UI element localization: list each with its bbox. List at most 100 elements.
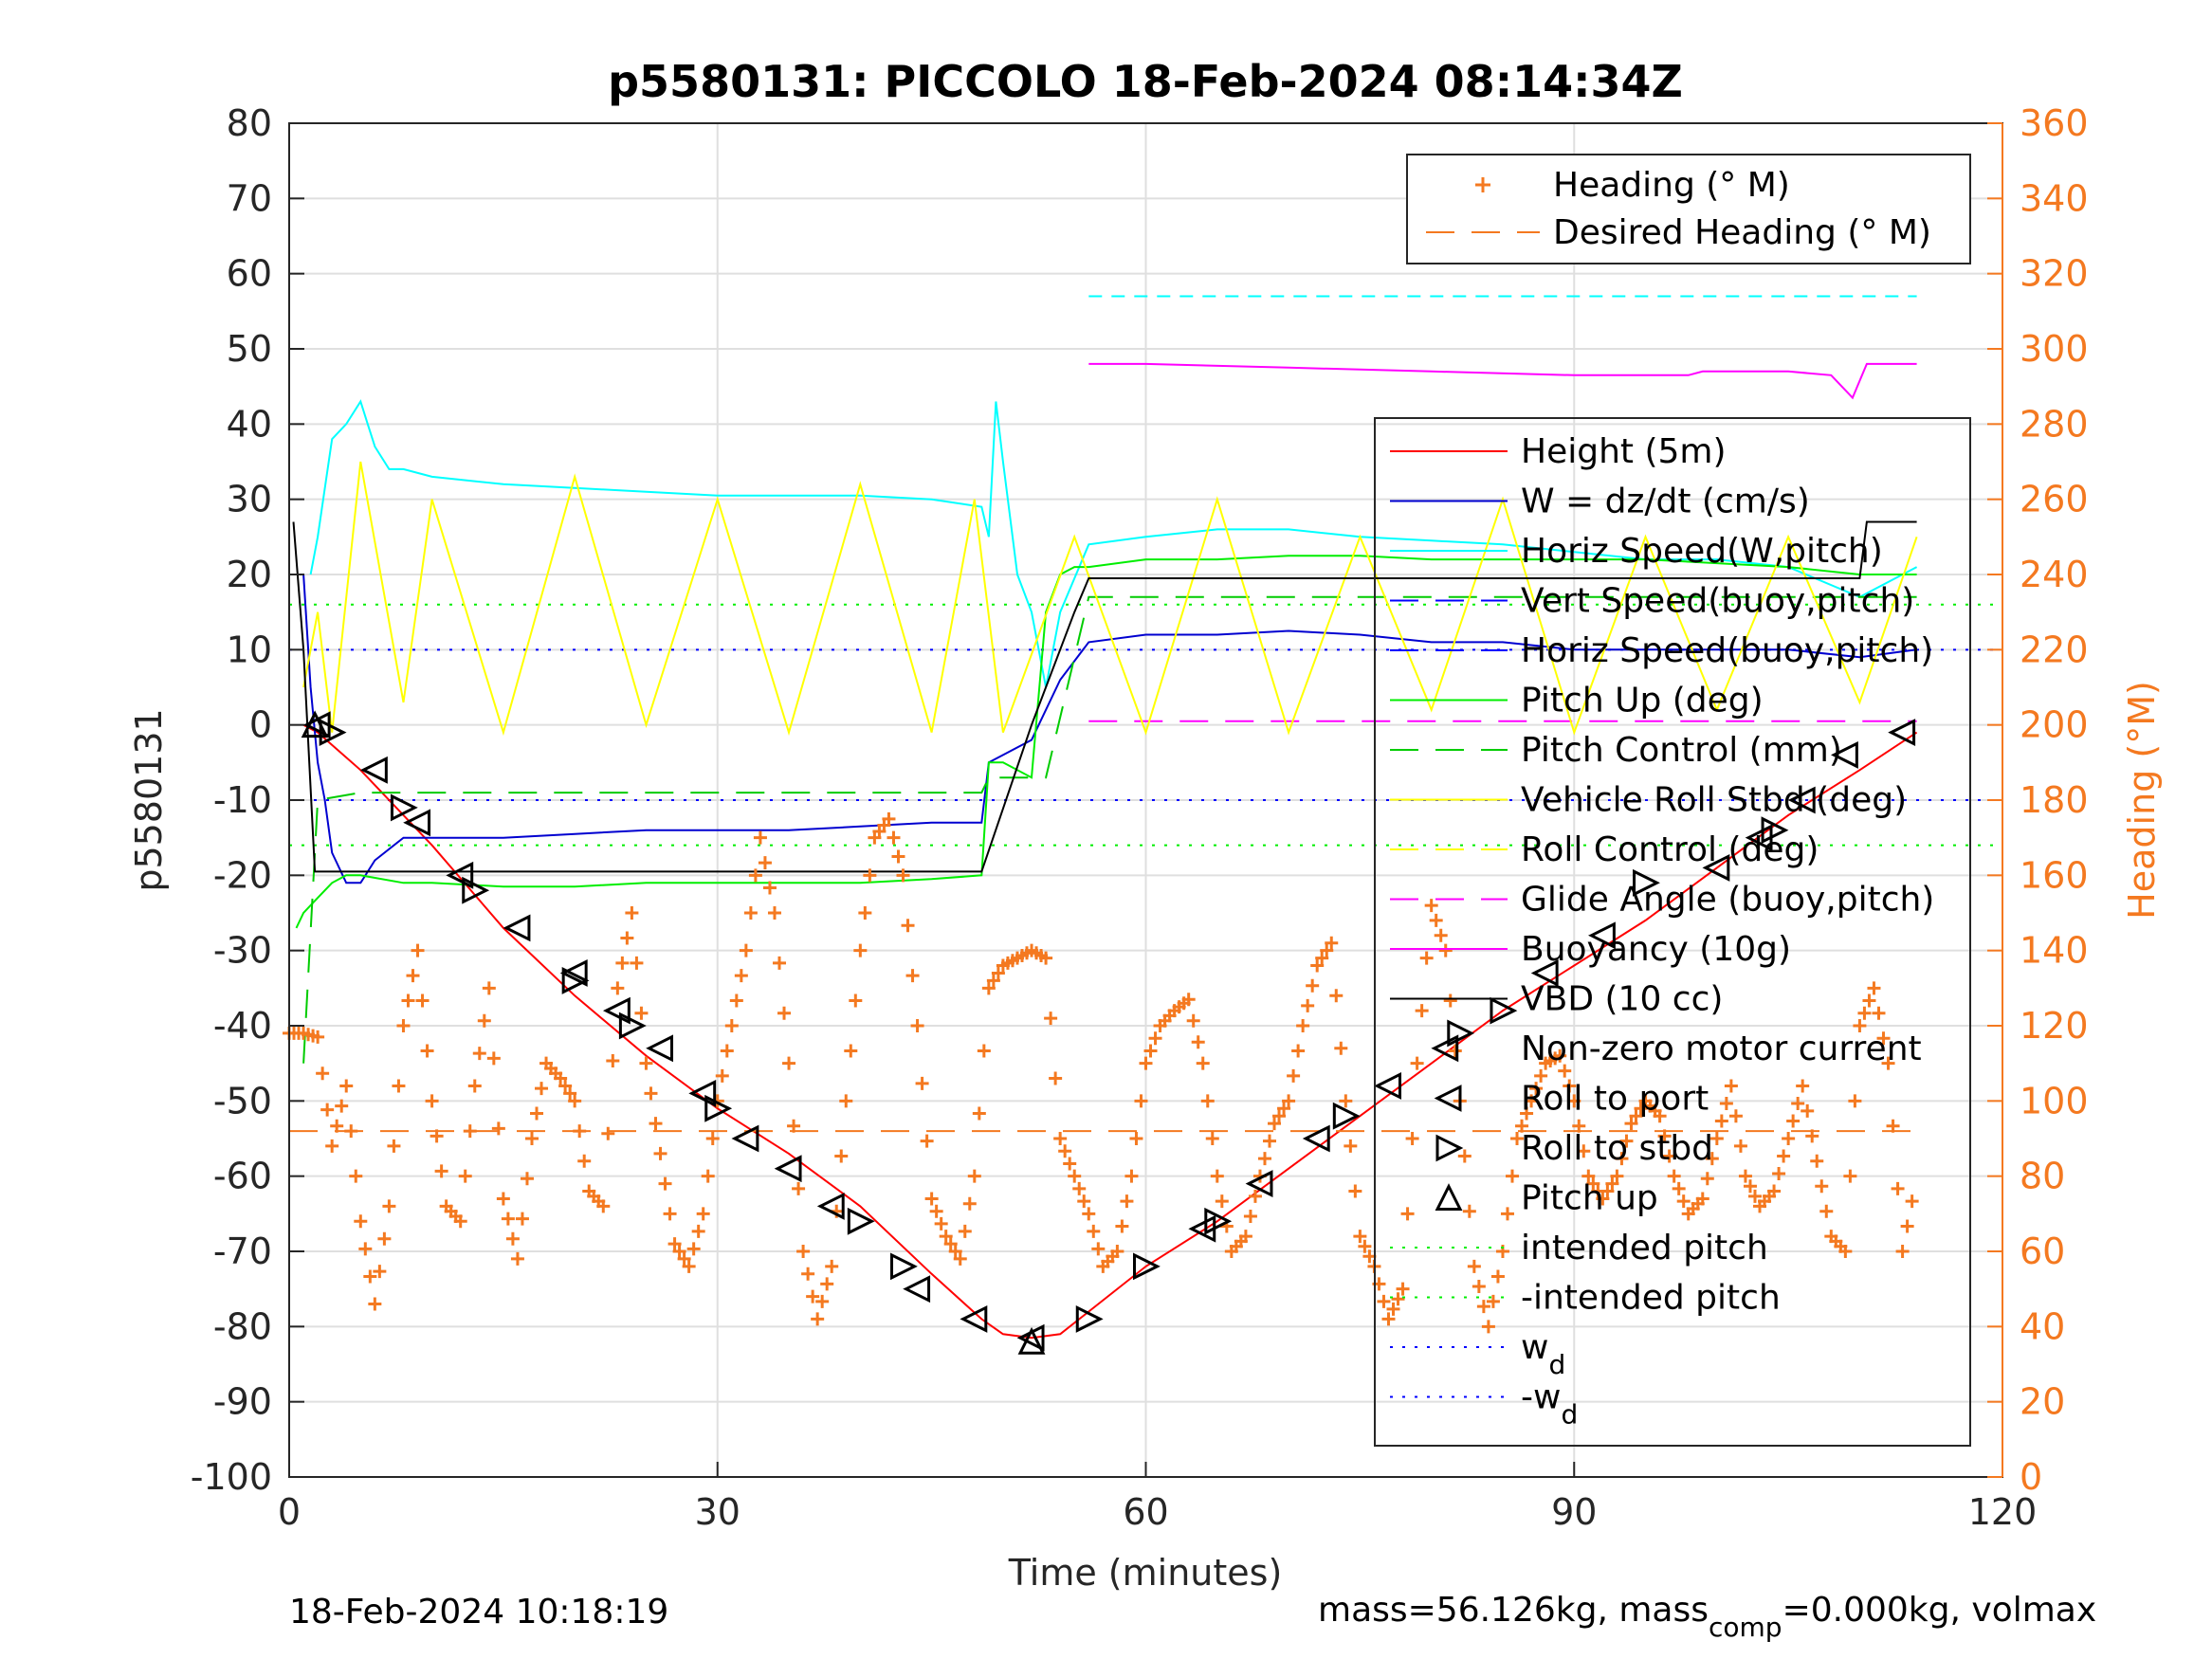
- legend-left-label: Roll to stbd: [1521, 1129, 1713, 1168]
- heading-point: [910, 1019, 924, 1032]
- heading-point: [1053, 1132, 1068, 1145]
- heading-point: [1733, 1139, 1747, 1153]
- heading-point: [882, 811, 896, 826]
- heading-point: [1457, 1149, 1472, 1163]
- heading-point: [1263, 1134, 1277, 1148]
- legend-right-label: Heading (° M): [1553, 166, 1790, 205]
- roll-to-stbd-marker: [1761, 816, 1789, 845]
- heading-point: [1181, 993, 1196, 1007]
- heading-point: [887, 830, 901, 845]
- roll-to-stbd-marker: [390, 793, 418, 822]
- heading-point: [1329, 989, 1344, 1003]
- heading-point: [1563, 1079, 1577, 1093]
- legend-left-label: Horiz Speed(buoy,pitch): [1521, 631, 1933, 670]
- heading-point: [1315, 951, 1329, 965]
- heading-point: [1624, 1117, 1638, 1131]
- heading-point: [316, 1066, 330, 1081]
- heading-point: [1577, 1144, 1591, 1158]
- heading-point: [934, 1216, 948, 1231]
- heading-point: [825, 1259, 839, 1273]
- roll-to-port-marker: [1374, 1072, 1401, 1100]
- heading-point: [1876, 1031, 1891, 1046]
- heading-point: [1205, 1132, 1219, 1145]
- y-right-tick-label: 160: [2020, 854, 2089, 896]
- roll-to-stbd-marker: [561, 966, 590, 994]
- heading-point: [1615, 1152, 1629, 1166]
- heading-point: [1709, 1132, 1724, 1145]
- heading-point: [649, 1117, 663, 1131]
- heading-point: [1248, 1189, 1262, 1203]
- heading-point: [677, 1251, 691, 1266]
- heading-point: [1072, 1181, 1087, 1195]
- legend-left-label: -intended pitch: [1521, 1279, 1781, 1318]
- y-right-tick-label: 180: [2020, 779, 2089, 821]
- roll-to-stbd-marker: [618, 1012, 647, 1040]
- heading-point: [1786, 1114, 1801, 1128]
- heading-point: [1063, 1157, 1077, 1171]
- heading-point: [1791, 1096, 1805, 1110]
- heading-point: [1143, 1044, 1158, 1058]
- heading-point: [1767, 1184, 1782, 1198]
- roll-to-port-marker: [1588, 921, 1616, 950]
- heading-point: [1400, 1207, 1415, 1221]
- heading-point: [1777, 1149, 1791, 1163]
- heading-point: [972, 1106, 986, 1121]
- heading-point: [1429, 913, 1443, 927]
- heading-point: [1634, 1102, 1648, 1116]
- heading-point: [1848, 1094, 1862, 1108]
- legend-right-axis: Heading (° M) Desired Heading (° M): [1406, 154, 1971, 264]
- heading-point: [1596, 1192, 1610, 1206]
- heading-point: [311, 1030, 325, 1044]
- roll-to-port-marker: [816, 1192, 845, 1220]
- heading-point: [1381, 1312, 1396, 1326]
- y-left-tick-label: -30: [213, 930, 272, 972]
- y-right-tick-label: 60: [2020, 1231, 2065, 1272]
- heading-point: [1191, 1035, 1205, 1049]
- heading-point: [1857, 1006, 1872, 1020]
- heading-point: [1091, 1242, 1106, 1256]
- legend-left-label: Non-zero motor current: [1521, 1030, 1922, 1068]
- y-axis-label-right: Heading (°M): [2121, 681, 2163, 920]
- legend-left-label-main: Horiz Speed(buoy,pitch): [1521, 631, 1933, 670]
- series-line: [309, 399, 1918, 688]
- heading-point: [1134, 1094, 1148, 1108]
- heading-point: [563, 1086, 577, 1101]
- chart-title: p5580131: PICCOLO 18-Feb-2024 08:14:34Z: [608, 56, 1683, 107]
- reference-lines: [289, 603, 2002, 847]
- heading-point: [1705, 1152, 1719, 1166]
- heading-point: [943, 1237, 958, 1251]
- heading-point: [663, 1207, 677, 1221]
- heading-point: [415, 994, 430, 1008]
- heading-point: [458, 1169, 472, 1183]
- heading-point: [682, 1259, 696, 1273]
- heading-point: [1529, 1082, 1544, 1096]
- heading-point: [615, 956, 630, 970]
- y-left-tick-label: -20: [213, 854, 272, 896]
- roll-to-stbd-marker: [1332, 1102, 1361, 1130]
- heading-point: [320, 1103, 335, 1117]
- heading-point: [1386, 1302, 1400, 1316]
- heading-point: [611, 981, 625, 995]
- heading-point: [815, 1294, 830, 1308]
- legend-left-label: intended pitch: [1521, 1229, 1768, 1267]
- heading-point: [1476, 1300, 1490, 1314]
- heading-point: [820, 1277, 834, 1291]
- heading-point: [915, 1076, 929, 1090]
- heading-point: [863, 868, 877, 883]
- heading-point: [620, 931, 634, 945]
- heading-point: [382, 1199, 396, 1213]
- roll-to-port-marker: [1831, 740, 1858, 769]
- legend-left-label-main: Roll Control (deg): [1521, 830, 1819, 869]
- heading-point: [1238, 1230, 1252, 1244]
- heading-point: [325, 1139, 339, 1153]
- footer-timestamp: 18-Feb-2024 10:18:19: [289, 1593, 668, 1632]
- heading-point: [1653, 1109, 1667, 1123]
- heading-point: [577, 1154, 592, 1168]
- heading-point: [1410, 1056, 1424, 1070]
- roll-to-stbd-marker: [319, 719, 347, 747]
- heading-point: [1282, 1094, 1296, 1108]
- y-left-tick-label: -90: [213, 1381, 272, 1423]
- heading-point: [606, 1054, 620, 1068]
- heading-point: [472, 1047, 486, 1061]
- y-right-tick-label: 360: [2020, 102, 2089, 144]
